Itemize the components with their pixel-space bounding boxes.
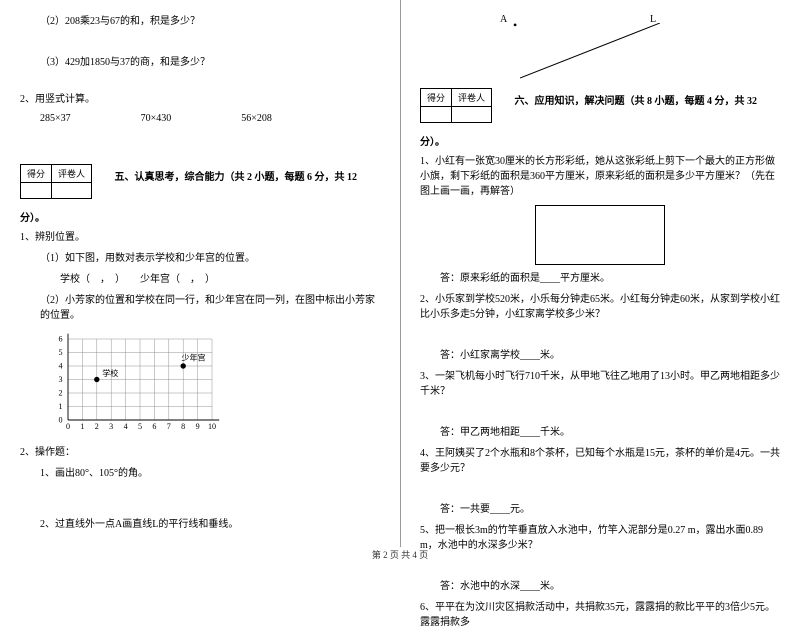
q3: 3、一架飞机每小时飞行710千米，从甲地飞往乙地用了13小时。甲乙两地相距多少千…	[420, 369, 780, 399]
svg-text:1: 1	[59, 402, 63, 411]
svg-text:学校: 学校	[102, 368, 118, 378]
svg-text:3: 3	[59, 375, 63, 384]
a2: 答：小红家离学校____米。	[420, 348, 780, 363]
section5-title: 五、认真思考，综合能力（共 2 小题，每题 6 分，共 12	[115, 172, 358, 183]
left-column: （2）208乘23与67的和，积是多少？ （3）429加1850与37的商，和是…	[0, 0, 400, 565]
section6-title: 六、应用知识，解决问题（共 8 小题，每题 4 分，共 32	[515, 96, 758, 107]
q1-2: （2）208乘23与67的和，积是多少？	[20, 14, 380, 29]
reviewer-label: 评卷人	[52, 165, 92, 183]
page-footer: 第 2 页 共 4 页	[0, 548, 800, 561]
rect-box	[535, 205, 665, 265]
a5: 答：水池中的水深____米。	[420, 579, 780, 594]
svg-text:9: 9	[196, 422, 200, 431]
grid-chart: 0 1 2 3 4 5 6 7 8 9 10 0 1 2 3 4 5 6 学校 少年宫	[50, 329, 230, 439]
svg-text:10: 10	[208, 422, 216, 431]
section5-end: 分）。	[20, 213, 45, 224]
svg-text:1: 1	[80, 422, 84, 431]
score-box-5: 得分评卷人 五、认真思考，综合能力（共 2 小题，每题 6 分，共 12	[20, 164, 380, 199]
line-l-svg	[520, 23, 660, 93]
p1: 1、辨别位置。	[20, 230, 380, 245]
svg-text:5: 5	[59, 348, 63, 357]
p2-2: 2、过直线外一点A画直线L的平行线和垂线。	[20, 517, 380, 532]
section6-end: 分）。	[420, 137, 445, 148]
svg-text:6: 6	[59, 335, 63, 344]
q1-3: （3）429加1850与37的商，和是多少？	[20, 55, 380, 70]
point-a-dot: •	[513, 18, 517, 33]
reviewer-label-6: 评卷人	[452, 89, 492, 107]
p1-2: （2）小芳家的位置和学校在同一行，和少年宫在同一列，在图中标出小芳家的位置。	[20, 293, 380, 323]
svg-text:7: 7	[167, 422, 171, 431]
score-label-6: 得分	[421, 89, 452, 107]
calc-row: 285×37 70×430 56×208	[20, 113, 380, 124]
score-box-6: 得分评卷人 六、应用知识，解决问题（共 8 小题，每题 4 分，共 32	[420, 88, 780, 123]
q2r: 2、小乐家到学校520米，小乐每分钟走65米。小红每分钟走60米，从家到学校小红…	[420, 292, 780, 322]
svg-text:少年宫: 少年宫	[181, 353, 205, 363]
a3: 答：甲乙两地相距____千米。	[420, 425, 780, 440]
q2-title: 2、用竖式计算。	[20, 92, 380, 107]
calc1: 285×37	[40, 113, 71, 124]
p2-1: 1、画出80°、105°的角。	[20, 466, 380, 481]
chart-svg: 0 1 2 3 4 5 6 7 8 9 10 0 1 2 3 4 5 6 学校 少年宫	[50, 329, 230, 439]
svg-text:0: 0	[59, 416, 63, 425]
calc3: 56×208	[241, 113, 272, 124]
angle-figure: A • L	[420, 8, 780, 88]
q6: 6、平平在为汶川灾区捐款活动中，共捐款35元，露露捐的款比平平的3倍少5元。露露…	[420, 600, 780, 630]
calc2: 70×430	[141, 113, 172, 124]
a1: 答：原来彩纸的面积是____平方厘米。	[420, 271, 780, 286]
q4: 4、王阿姨买了2个水瓶和8个茶杯，已知每个水瓶是15元，茶杯的单价是4元。一共要…	[420, 446, 780, 476]
q1: 1、小红有一张宽30厘米的长方形彩纸，她从这张彩纸上剪下一个最大的正方形做小旗，…	[420, 154, 780, 199]
svg-text:4: 4	[124, 422, 128, 431]
svg-text:0: 0	[66, 422, 70, 431]
svg-text:8: 8	[181, 422, 185, 431]
svg-text:2: 2	[95, 422, 99, 431]
score-label: 得分	[21, 165, 52, 183]
svg-text:2: 2	[59, 389, 63, 398]
svg-text:6: 6	[152, 422, 156, 431]
a4: 答：一共要____元。	[420, 502, 780, 517]
p1-1: （1）如下图，用数对表示学校和少年宫的位置。	[20, 251, 380, 266]
p2: 2、操作题：	[20, 445, 380, 460]
svg-text:5: 5	[138, 422, 142, 431]
svg-text:3: 3	[109, 422, 113, 431]
point-a-label: A	[500, 14, 507, 25]
right-column: A • L 得分评卷人 六、应用知识，解决问题（共 8 小题，每题 4 分，共 …	[400, 0, 800, 565]
svg-text:4: 4	[59, 362, 63, 371]
p1-1b: 学校（ ， ） 少年宫（ ， ）	[20, 272, 380, 287]
